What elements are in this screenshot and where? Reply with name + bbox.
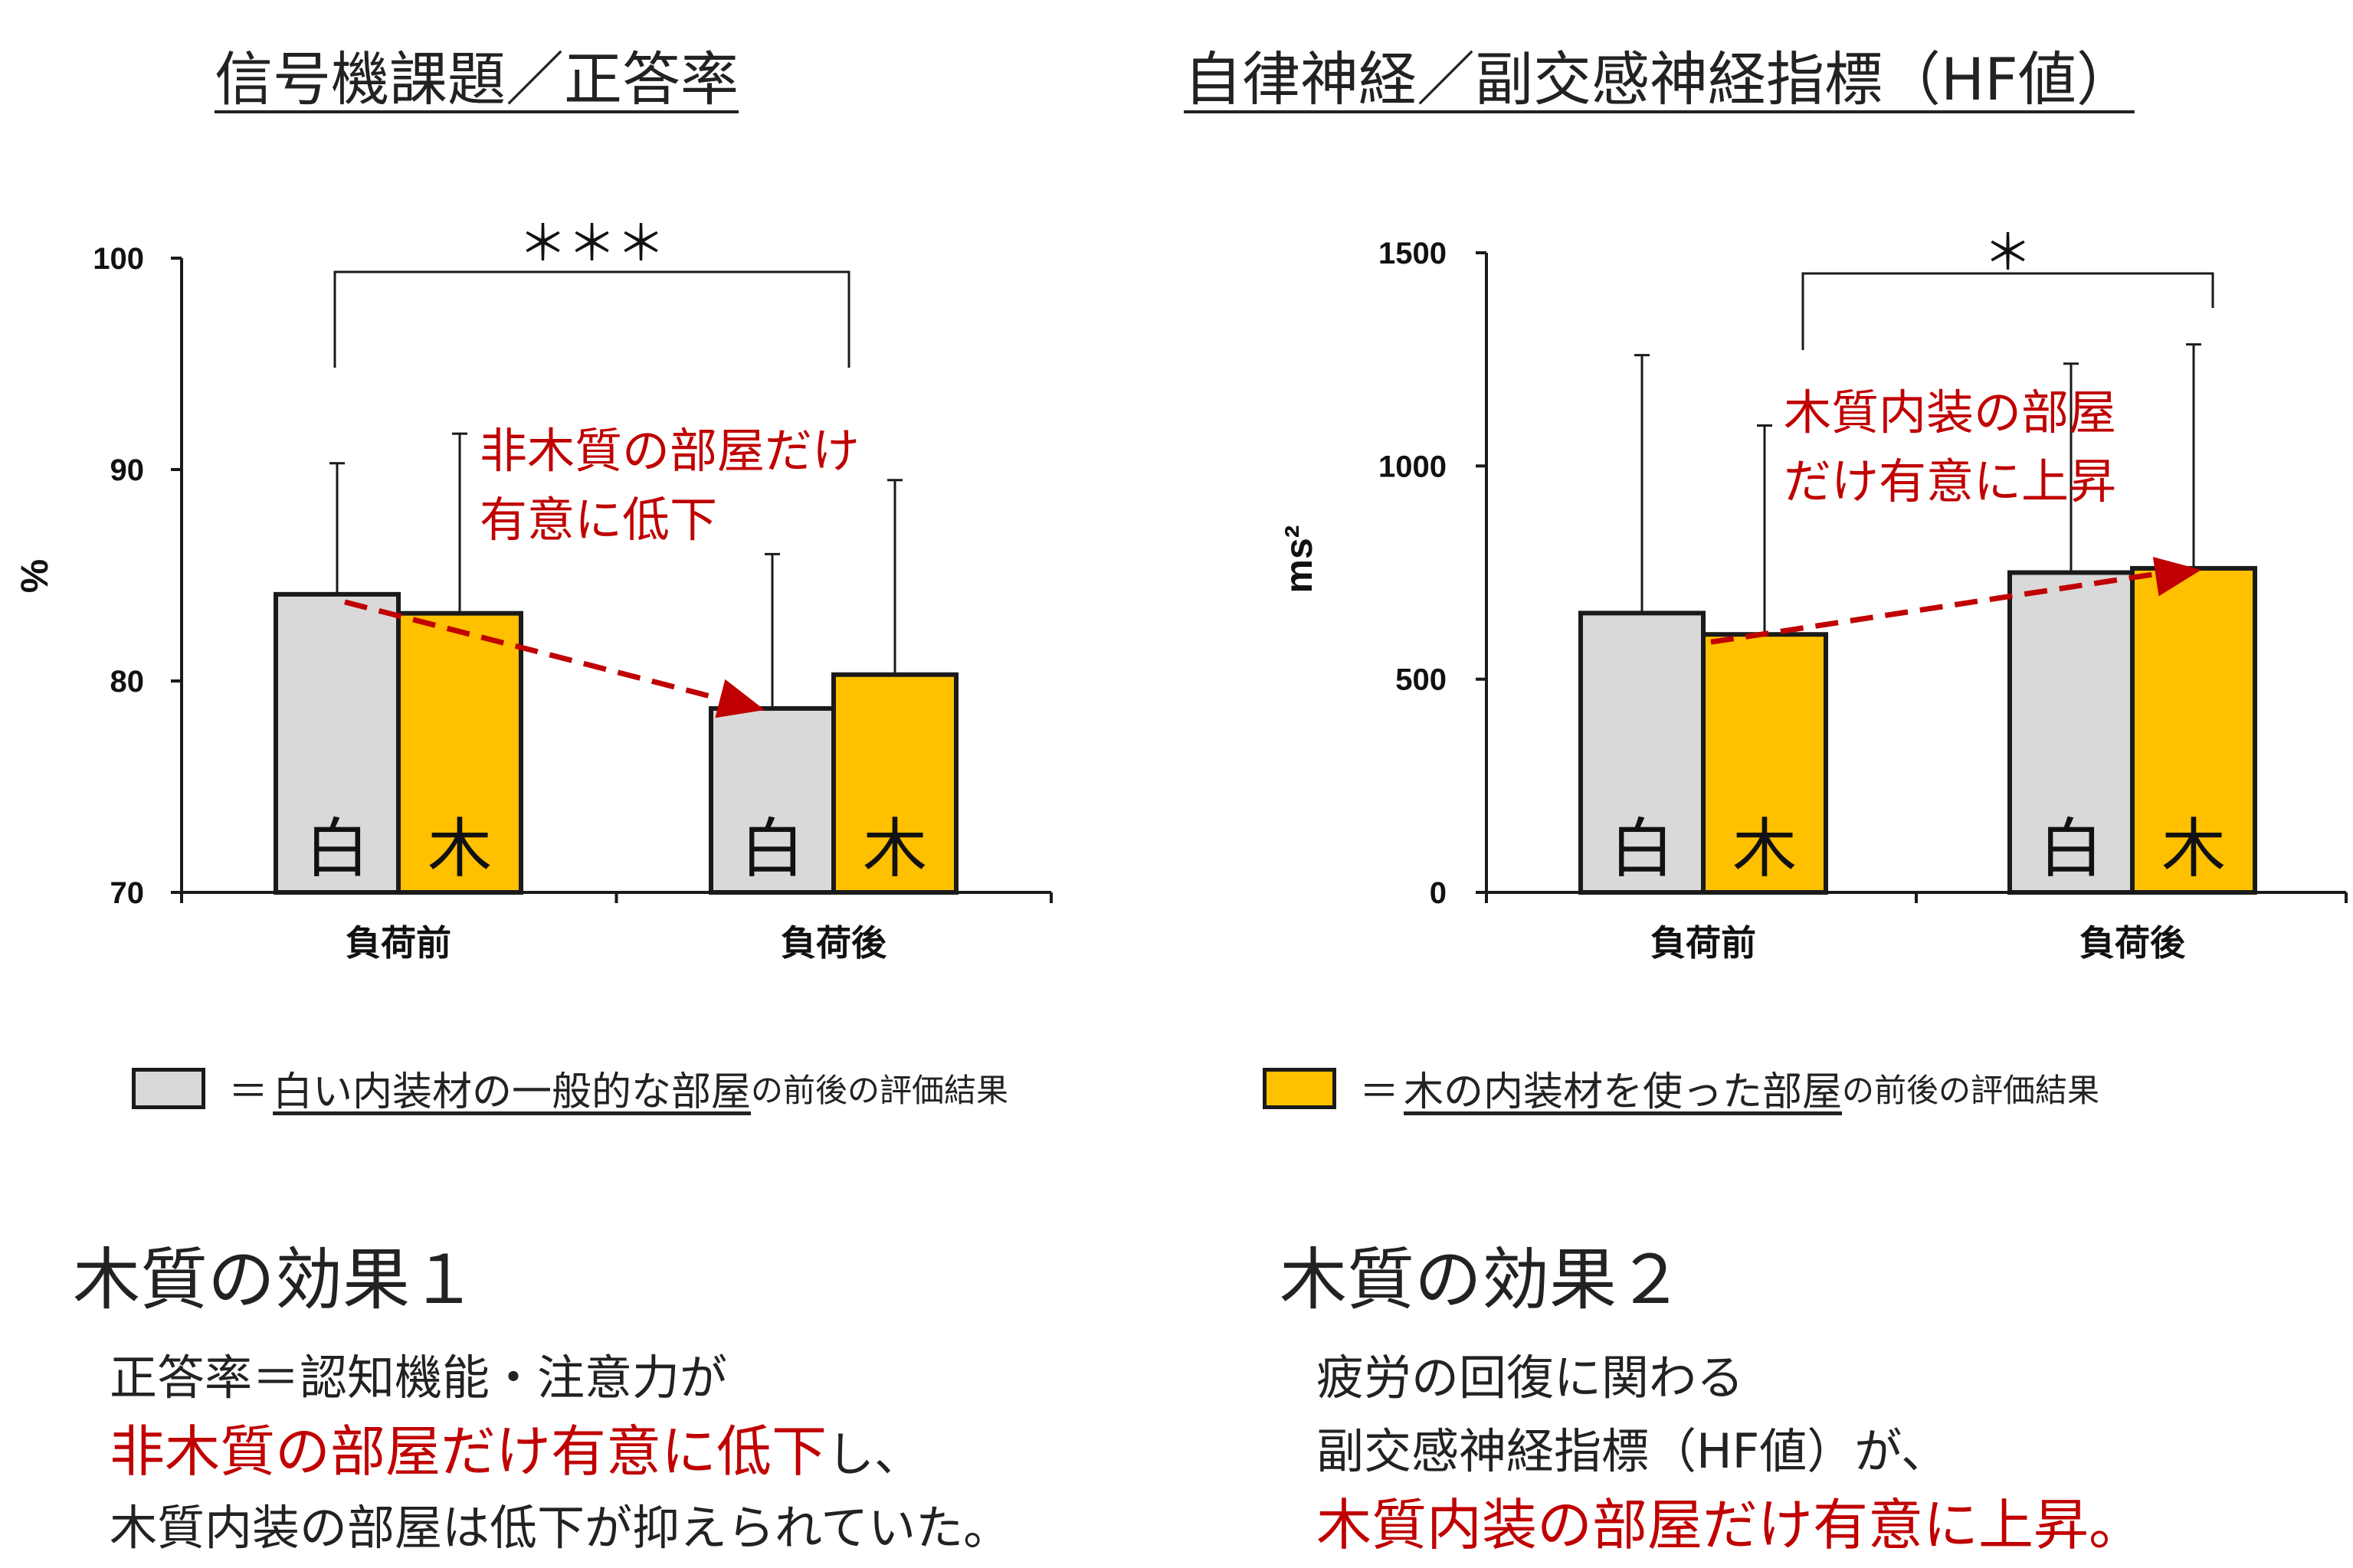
legend-label-wood: 木の内装材を使った部屋 (1404, 1069, 1843, 1115)
annotation-text: 木質内装の部屋 (1784, 385, 2116, 440)
legend-wood-room: ＝ 木の内装材を使った部屋 の前後の評価結果 (1263, 1059, 2099, 1117)
trend-arrow (344, 599, 735, 705)
effect-1-highlight-line: 非木質の部屋だけ有意に低下し、 (73, 1415, 1011, 1491)
x-category-label: 負荷前 (1650, 922, 1756, 964)
legend-equals: ＝ (228, 1069, 269, 1115)
bar (1578, 611, 1706, 895)
effect-2-line: 副交感神経指標（HF値）が、 (1316, 1423, 1949, 1479)
bar (831, 672, 959, 895)
trend-arrow-head (715, 679, 765, 719)
chart-title-accuracy: 信号機課題／正答率 (215, 45, 739, 113)
y-axis-label: % (13, 559, 56, 593)
y-tick-label: 70 (110, 876, 145, 910)
y-tick-label: 100 (93, 242, 144, 276)
effect-2-heading: 木質の効果２ (1280, 1240, 1685, 1319)
annotation-text: 非木質の部屋だけ (480, 423, 860, 479)
bar (274, 591, 401, 895)
y-tick-label: 1000 (1378, 450, 1447, 483)
effect-1-line: 正答率＝認知機能・注意力が (110, 1350, 728, 1406)
legend-label-white: 白い内装材の一般的な部屋 (273, 1069, 752, 1115)
y-tick-label: 80 (110, 665, 145, 699)
effect-1-block: 木質の効果１ 正答率＝認知機能・注意力が 非木質の部屋だけ有意に低下し、 木質内… (73, 1226, 1011, 1565)
effect-2-highlight: 木質内装の部屋だけ有意に上昇。 (1316, 1493, 2145, 1557)
bar-label: 木 (2161, 811, 2226, 886)
bar (396, 611, 523, 895)
bar (709, 705, 836, 895)
y-tick-label: 500 (1395, 663, 1447, 697)
effect-1-heading: 木質の効果１ (73, 1240, 478, 1319)
y-tick-label: 0 (1430, 876, 1447, 910)
chart-title-hf: 自律神経／副交感神経指標（HF値） (1184, 45, 2135, 113)
bar-label: 白 (2039, 811, 2103, 886)
effect-1-line-end: し、 (827, 1426, 923, 1482)
legend-suffix-white: の前後の評価結果 (751, 1072, 1009, 1109)
bar-label: 白 (1610, 811, 1674, 886)
legend-suffix-wood: の前後の評価結果 (1842, 1072, 2100, 1109)
significance-bracket (333, 270, 850, 368)
x-category-label: 負荷後 (781, 922, 887, 964)
significance-stars: ＊ (1984, 225, 2033, 282)
y-axis-label: ms² (1277, 525, 1320, 594)
bar (2007, 570, 2135, 895)
trend-arrow-head (2152, 556, 2201, 597)
effect-1-line: 木質内装の部屋は低下が抑えられていた。 (110, 1500, 1011, 1556)
effect-2-highlight-line: 木質内装の部屋だけ有意に上昇。 (1280, 1488, 2144, 1565)
bar (1701, 632, 1828, 895)
bar-label: 木 (863, 811, 927, 886)
y-tick-label: 1500 (1378, 237, 1447, 270)
bar (2130, 565, 2257, 895)
effect-1-highlight: 非木質の部屋だけ有意に低下 (110, 1419, 827, 1484)
y-tick-label: 90 (110, 453, 145, 487)
legend-equals: ＝ (1359, 1069, 1400, 1115)
effect-2-block: 木質の効果２ 疲労の回復に関わる 副交感神経指標（HF値）が、 木質内装の部屋だ… (1280, 1226, 2144, 1565)
trend-arrow (1710, 570, 2164, 645)
bar-label: 白 (305, 811, 369, 886)
legend-white-room: ＝ 白い内装材の一般的な部屋 の前後の評価結果 (132, 1059, 1008, 1117)
bar-label: 木 (1732, 811, 1797, 886)
bar-label: 白 (740, 811, 805, 886)
x-category-label: 負荷後 (2079, 922, 2186, 964)
effect-2-line: 疲労の回復に関わる (1316, 1350, 1745, 1406)
annotation-text: だけ有意に上昇 (1784, 453, 2116, 509)
legend-swatch-white (132, 1067, 205, 1109)
significance-bracket (1801, 272, 2214, 350)
legend-swatch-wood (1263, 1067, 1336, 1109)
significance-stars: ＊＊＊ (519, 216, 666, 273)
x-category-label: 負荷前 (346, 922, 451, 964)
annotation-text: 有意に低下 (480, 492, 717, 548)
bar-label: 木 (428, 811, 492, 886)
